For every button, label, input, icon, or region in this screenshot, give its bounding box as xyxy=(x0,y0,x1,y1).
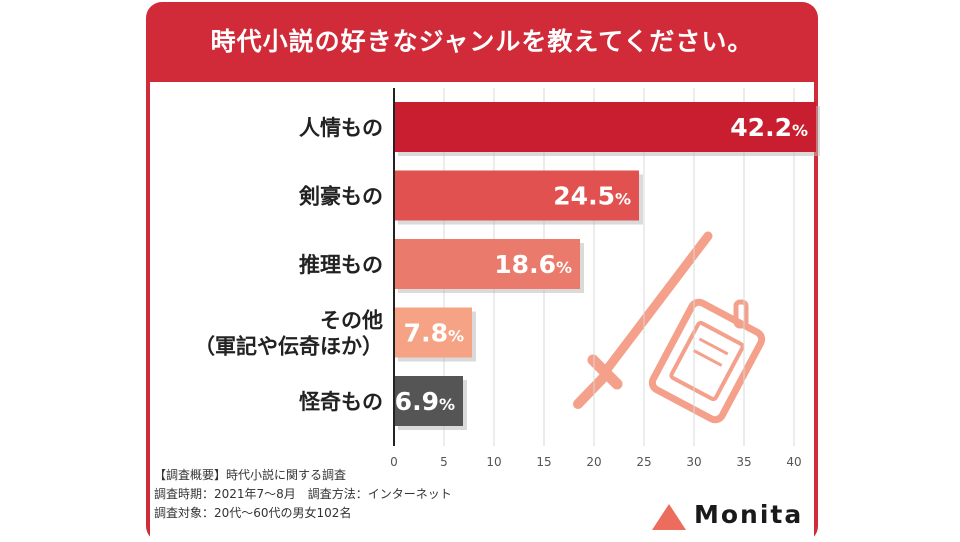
survey-period-method: 調査時期：2021年7〜8月 調査方法：インターネット xyxy=(154,487,452,501)
category-label: その他（軍記や伝奇ほか） xyxy=(194,309,383,359)
category-label: 剣豪もの xyxy=(298,185,383,209)
sword-icon xyxy=(573,231,713,409)
survey-overview: 【調査概要】時代小説に関する調査 調査時期：2021年7〜8月 調査方法：インタ… xyxy=(154,466,452,523)
bar xyxy=(394,376,463,426)
bar xyxy=(394,102,816,152)
x-axis: 0 5 10 15 20 25 30 35 40 xyxy=(390,88,802,469)
data-label: 24.5% xyxy=(553,182,631,211)
survey-target: 調査対象：20代〜60代の男女102名 xyxy=(154,506,352,520)
sword-and-notebook-illustration xyxy=(573,231,766,424)
x-tick-label: 15 xyxy=(536,455,551,469)
bars: 42.2% 人情もの 24.5% 剣豪もの 18.6% 推理もの 7.8% その他（軍記や伝奇… xyxy=(194,102,820,430)
logo-mark-icon xyxy=(652,504,686,530)
notebook-icon xyxy=(648,298,766,424)
x-tick-label: 25 xyxy=(636,455,651,469)
x-tick-label: 20 xyxy=(586,455,601,469)
data-label: 18.6% xyxy=(494,250,572,279)
data-label: 7.8% xyxy=(404,319,464,348)
survey-title: 【調査概要】時代小説に関する調査 xyxy=(154,468,347,482)
bar xyxy=(394,307,472,358)
category-label: 人情もの xyxy=(299,116,383,140)
x-tick-label: 30 xyxy=(686,455,701,469)
chart-title: 時代小説の好きなジャンルを教えてください。 xyxy=(210,27,754,56)
x-tick-label: 0 xyxy=(390,455,398,469)
x-tick-label: 10 xyxy=(486,455,501,469)
x-tick-label: 35 xyxy=(736,455,751,469)
data-label: 42.2% xyxy=(730,113,808,142)
x-tick-label: 5 xyxy=(440,455,448,469)
category-label: 怪奇もの xyxy=(299,390,383,414)
data-label: 6.9% xyxy=(395,387,455,416)
bar xyxy=(394,239,580,289)
bar xyxy=(394,170,639,221)
category-label: 推理もの xyxy=(299,253,383,277)
x-tick-label: 40 xyxy=(786,455,801,469)
brand-name: Monita xyxy=(694,500,804,529)
